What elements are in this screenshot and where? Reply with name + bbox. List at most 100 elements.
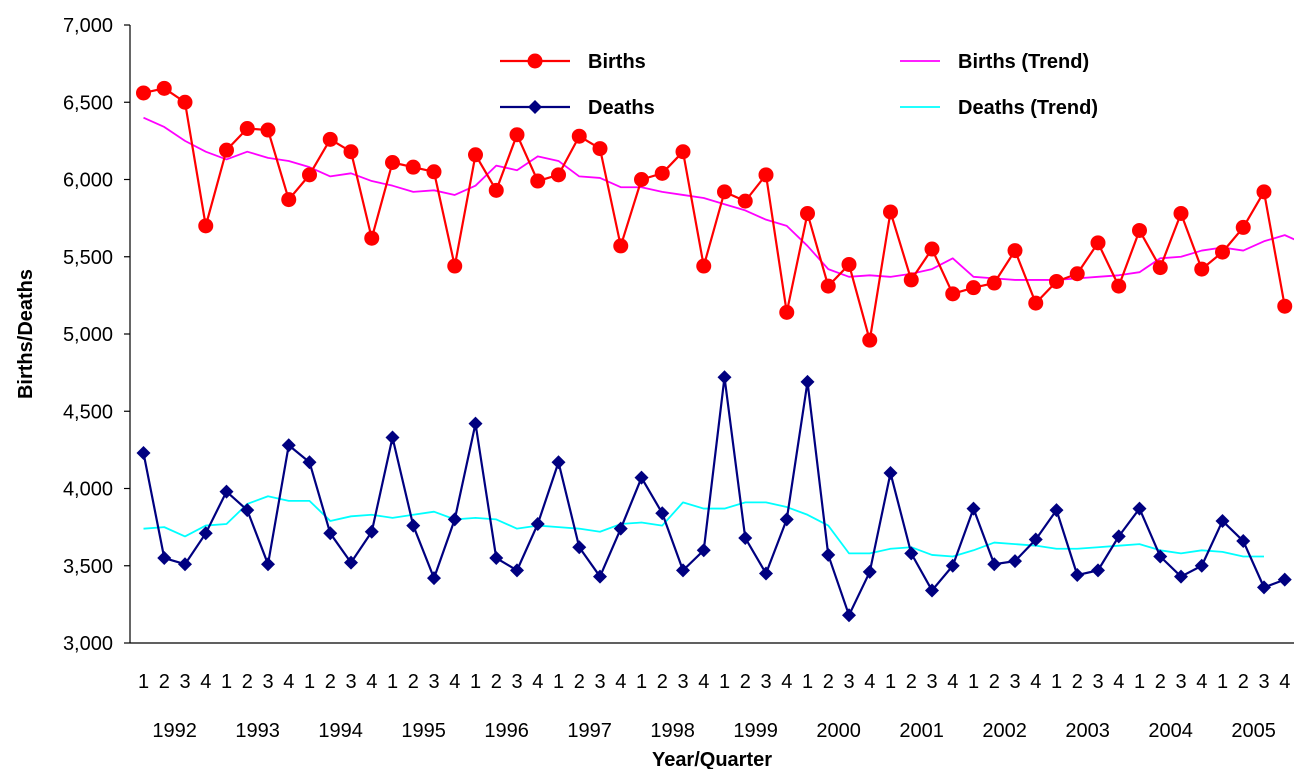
- y-tick-label: 6,500: [63, 92, 113, 114]
- x-quarter-label: 1: [885, 671, 896, 693]
- deaths-point: [1153, 549, 1168, 564]
- deaths-point: [364, 524, 379, 539]
- deaths-point: [489, 551, 504, 566]
- x-quarter-label: 1: [1051, 671, 1062, 693]
- deaths-point: [530, 517, 545, 532]
- x-year-label: 2000: [816, 720, 861, 742]
- births-point: [551, 167, 566, 183]
- series-births: [136, 80, 1293, 348]
- deaths-point: [281, 438, 296, 453]
- legend-label: Deaths (Trend): [958, 97, 1098, 119]
- births-point: [530, 173, 546, 189]
- births-point: [405, 159, 421, 175]
- x-quarter-label: 3: [345, 671, 356, 693]
- x-year-label: 1994: [318, 720, 363, 742]
- deaths-point: [593, 569, 607, 584]
- deaths-point: [551, 455, 566, 470]
- deaths-point: [779, 512, 794, 527]
- x-quarter-label: 1: [636, 671, 647, 693]
- x-quarter-label: 4: [1113, 671, 1124, 693]
- x-year-label: 2003: [1065, 720, 1110, 742]
- x-quarter-label: 3: [1009, 671, 1020, 693]
- deaths-point: [987, 557, 1002, 572]
- deaths-point: [427, 571, 441, 586]
- series-deaths-trend: [143, 495, 1264, 558]
- deaths-point: [966, 501, 981, 516]
- x-quarter-label: 4: [200, 671, 211, 693]
- deaths-point: [572, 540, 587, 555]
- series-line: [143, 116, 1294, 281]
- births-point: [613, 238, 629, 254]
- births-point: [1215, 244, 1230, 260]
- deaths-point: [468, 416, 483, 431]
- births-point: [1111, 278, 1127, 294]
- births-point: [302, 167, 317, 183]
- x-year-label: 2004: [1148, 720, 1193, 742]
- births-point: [1007, 243, 1023, 259]
- x-quarter-label: 3: [677, 671, 688, 693]
- births-point: [945, 286, 961, 302]
- births-point: [239, 121, 255, 137]
- deaths-point: [1091, 563, 1105, 578]
- deaths-point: [344, 555, 358, 570]
- deaths-point: [406, 518, 421, 533]
- births-point: [1132, 222, 1147, 238]
- x-quarter-label: 3: [760, 671, 771, 693]
- y-tick-label: 4,500: [63, 401, 113, 423]
- x-quarter-label: 2: [1072, 671, 1083, 693]
- deaths-point: [862, 564, 877, 579]
- series-line: [142, 376, 1286, 617]
- births-point: [1069, 266, 1085, 282]
- legend-marker: [528, 100, 542, 114]
- x-quarter-label: 2: [574, 671, 585, 693]
- births-point: [156, 80, 172, 96]
- births-point: [1028, 295, 1044, 311]
- births-point: [177, 94, 193, 110]
- deaths-point: [1008, 554, 1022, 569]
- births-point: [800, 205, 815, 221]
- deaths-point: [759, 566, 773, 581]
- deaths-point: [261, 557, 275, 572]
- x-quarter-label: 1: [470, 671, 481, 693]
- y-axis-title: Births/Deaths: [15, 269, 37, 399]
- x-quarter-label: 2: [989, 671, 1000, 693]
- y-tick-label: 5,000: [63, 324, 113, 346]
- y-tick-label: 7,000: [63, 15, 113, 37]
- x-quarter-label: 3: [926, 671, 937, 693]
- x-year-label: 1995: [401, 720, 446, 742]
- deaths-point: [510, 563, 524, 578]
- births-point: [468, 147, 483, 163]
- y-tick-label: 4,000: [63, 479, 113, 501]
- births-point: [966, 280, 981, 296]
- y-tick-label: 3,500: [63, 556, 113, 578]
- x-quarter-label: 2: [1238, 671, 1249, 693]
- births-point: [883, 204, 898, 220]
- legend-entry: Births: [500, 51, 646, 73]
- series-line: [143, 495, 1264, 558]
- births-point: [1152, 260, 1168, 276]
- deaths-point: [198, 526, 213, 541]
- deaths-point: [738, 530, 753, 545]
- deaths-point: [1070, 568, 1085, 583]
- births-point: [322, 131, 338, 147]
- legend-label: Deaths: [588, 97, 655, 119]
- x-quarter-label: 2: [1155, 671, 1166, 693]
- births-point: [1090, 235, 1106, 251]
- x-quarter-label: 4: [449, 671, 460, 693]
- deaths-point: [676, 563, 690, 578]
- x-quarter-label: 1: [1217, 671, 1228, 693]
- x-quarter-label: 4: [615, 671, 626, 693]
- x-quarter-label: 2: [325, 671, 336, 693]
- x-quarter-label: 2: [159, 671, 170, 693]
- y-axis-ticks: 3,000 3,500 4,000 4,500 5,000 5,500 6,000 6,500…: [63, 15, 130, 655]
- deaths-point: [1111, 529, 1126, 544]
- deaths-point: [1049, 503, 1064, 518]
- series-layer: [136, 80, 1294, 623]
- deaths-point: [1215, 513, 1230, 528]
- x-quarter-label: 4: [283, 671, 294, 693]
- deaths-point: [302, 455, 317, 470]
- x-quarter-label: 3: [594, 671, 605, 693]
- x-year-label: 1998: [650, 720, 695, 742]
- deaths-point: [1194, 558, 1209, 573]
